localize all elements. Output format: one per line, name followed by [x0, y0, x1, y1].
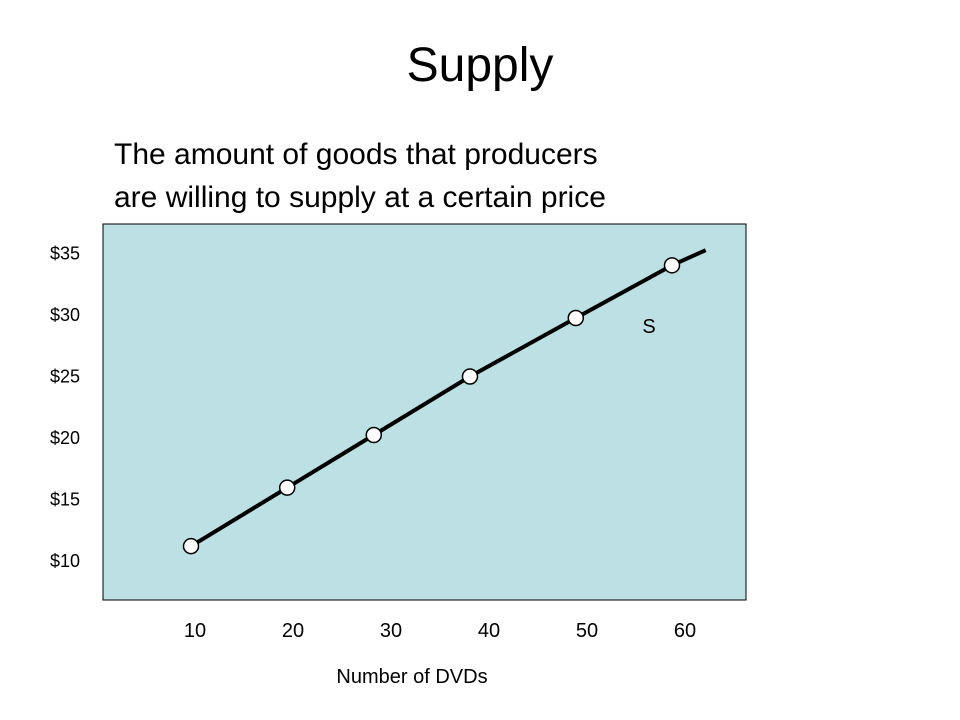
x-axis-label: Number of DVDs — [336, 666, 487, 688]
x-axis-tick-labels: 10 20 30 40 50 60 — [184, 620, 696, 642]
x-tick-label: 50 — [576, 620, 598, 642]
slide-title: Supply — [406, 39, 554, 92]
x-tick-label: 20 — [282, 620, 304, 642]
subtitle-line-2: are willing to supply at a certain price — [114, 181, 606, 214]
x-tick-label: 40 — [478, 620, 500, 642]
slide-subtitle: The amount of goods that producers are w… — [114, 133, 606, 219]
series-label: S — [642, 316, 655, 338]
data-point-marker — [461, 368, 479, 385]
data-point-marker — [278, 479, 296, 496]
y-axis-tick-labels: $10 $15 $20 $25 $30 $35 — [50, 244, 80, 572]
x-tick-label: 10 — [184, 620, 206, 642]
y-tick-label: $10 — [50, 551, 80, 571]
plot-area — [102, 223, 747, 601]
y-tick-label: $15 — [50, 490, 80, 510]
data-point-marker — [567, 309, 585, 327]
x-tick-label: 30 — [380, 620, 402, 642]
subtitle-line-1: The amount of goods that producers — [114, 138, 598, 171]
series-layer: S — [182, 248, 707, 555]
data-point-marker — [365, 426, 383, 444]
x-tick-label: 60 — [674, 620, 696, 642]
y-tick-label: $25 — [50, 367, 80, 387]
y-tick-label: $35 — [50, 244, 80, 264]
y-tick-label: $30 — [50, 305, 80, 325]
data-point-marker — [663, 257, 681, 274]
data-point-marker — [182, 537, 200, 555]
y-tick-label: $20 — [50, 428, 80, 448]
